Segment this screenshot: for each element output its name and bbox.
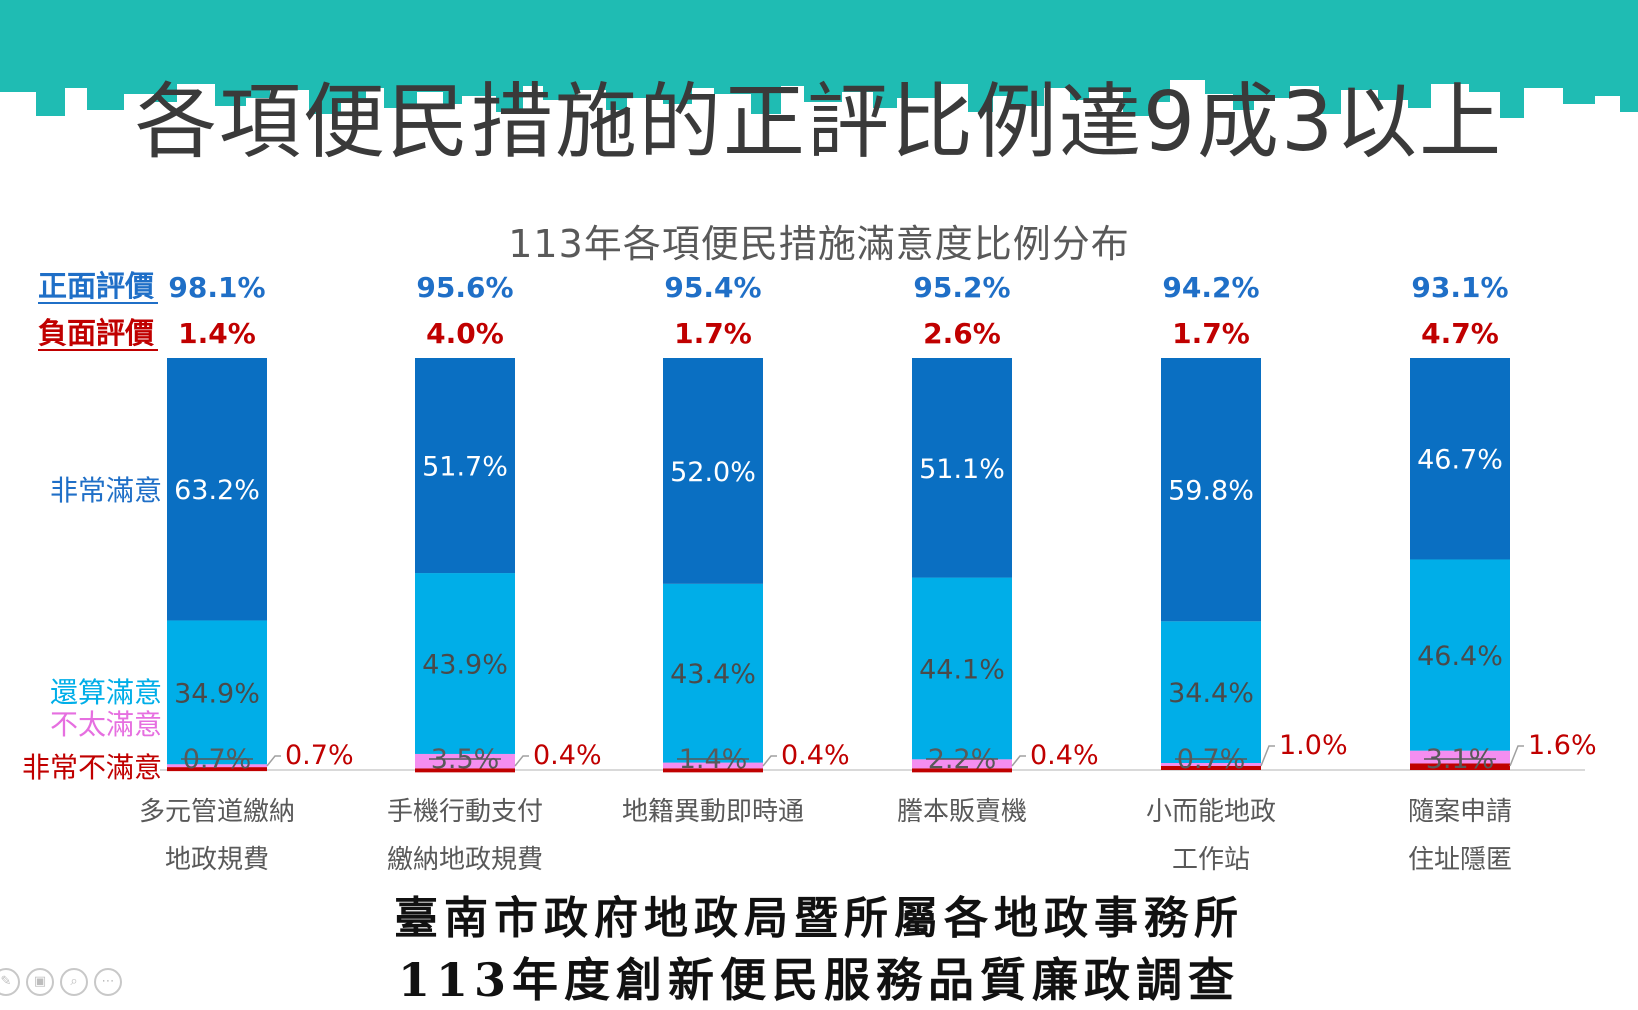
label-very-dissatisfied: 0.4% bbox=[781, 740, 850, 771]
bar-very_dissatisfied bbox=[1410, 763, 1510, 770]
bar-not_very_satisfied bbox=[1161, 762, 1261, 766]
legend-not_very_satisfied: 不太滿意 bbox=[50, 708, 162, 741]
category-label: 住址隱匿 bbox=[1408, 845, 1512, 875]
category-label: 小而能地政 bbox=[1146, 797, 1276, 827]
category-label: 地政規費 bbox=[165, 845, 269, 875]
pen-icon[interactable]: ✎ bbox=[0, 968, 20, 996]
label-very-satisfied: 52.0% bbox=[670, 457, 756, 488]
label-satisfied: 34.9% bbox=[174, 678, 260, 709]
city-skyline-banner bbox=[0, 0, 1638, 140]
bar-not_very_satisfied bbox=[912, 759, 1012, 769]
positive-total: 95.6% bbox=[416, 271, 513, 304]
label-very-satisfied: 51.7% bbox=[422, 452, 508, 483]
positive-total: 93.1% bbox=[1411, 271, 1508, 304]
positive-total: 94.2% bbox=[1162, 271, 1259, 304]
callout-line bbox=[1011, 755, 1026, 767]
label-very-satisfied: 63.2% bbox=[174, 475, 260, 506]
callout-line bbox=[514, 755, 529, 767]
bar-satisfied bbox=[415, 573, 515, 754]
bar-satisfied bbox=[912, 577, 1012, 760]
more-icon[interactable]: ⋯ bbox=[94, 968, 122, 996]
bar-not_very_satisfied bbox=[1410, 750, 1510, 764]
label-satisfied: 34.4% bbox=[1168, 678, 1254, 709]
bar-satisfied bbox=[1161, 621, 1261, 763]
callout-line bbox=[762, 755, 777, 767]
negative-total: 4.0% bbox=[426, 317, 504, 350]
label-satisfied: 43.9% bbox=[422, 649, 508, 680]
bar-very_satisfied bbox=[663, 358, 763, 584]
slide-toolbar[interactable]: ✎ ▣ ⌕ ⋯ bbox=[0, 968, 122, 996]
label-very-satisfied: 46.7% bbox=[1417, 445, 1503, 476]
label-very-satisfied: 59.8% bbox=[1168, 476, 1254, 507]
bar-very_satisfied bbox=[1161, 358, 1261, 622]
zoom-icon[interactable]: ⌕ bbox=[60, 968, 88, 996]
bar-not_very_satisfied bbox=[663, 762, 763, 769]
label-satisfied: 43.4% bbox=[670, 659, 756, 690]
negative-total: 1.7% bbox=[1172, 317, 1250, 350]
category-label: 謄本販賣機 bbox=[897, 797, 1027, 827]
label-satisfied: 46.4% bbox=[1417, 641, 1503, 672]
skyline-tower bbox=[1475, 0, 1483, 70]
negative-total: 1.7% bbox=[674, 317, 752, 350]
legend-very_dissatisfied: 非常不滿意 bbox=[22, 751, 162, 784]
positive-row-label: 正面評價 bbox=[38, 269, 155, 303]
bar-not_very_satisfied bbox=[167, 764, 267, 768]
negative-total: 1.4% bbox=[178, 317, 256, 350]
category-label: 繳納地政規費 bbox=[387, 845, 543, 875]
legend-satisfied: 還算滿意 bbox=[50, 676, 162, 709]
category-label: 多元管道繳納 bbox=[139, 797, 295, 827]
positive-total: 95.4% bbox=[664, 271, 761, 304]
bar-very_satisfied bbox=[415, 358, 515, 574]
slides-icon[interactable]: ▣ bbox=[26, 968, 54, 996]
bar-very_satisfied bbox=[912, 358, 1012, 578]
label-satisfied: 44.1% bbox=[919, 654, 1005, 685]
label-very-dissatisfied: 1.6% bbox=[1528, 730, 1597, 761]
label-very-dissatisfied: 1.0% bbox=[1279, 730, 1348, 761]
bar-very_dissatisfied bbox=[912, 768, 1012, 773]
label-very-dissatisfied: 0.4% bbox=[533, 740, 602, 771]
bar-very_dissatisfied bbox=[663, 768, 763, 773]
category-label: 地籍異動即時通 bbox=[622, 797, 804, 827]
negative-total: 4.7% bbox=[1421, 317, 1499, 350]
footer-org-name: 臺南市政府地政局暨所屬各地政事務所 bbox=[394, 893, 1244, 944]
category-label: 工作站 bbox=[1172, 845, 1250, 875]
bar-very_satisfied bbox=[1410, 358, 1510, 560]
label-very-dissatisfied: 0.7% bbox=[285, 740, 354, 771]
bar-satisfied bbox=[1410, 559, 1510, 751]
bar-satisfied bbox=[167, 620, 267, 765]
negative-row-label: 負面評價 bbox=[38, 316, 155, 350]
category-label: 隨案申請 bbox=[1408, 797, 1512, 827]
chart-title: 113年各項便民措施滿意度比例分布 bbox=[508, 222, 1130, 266]
bar-very_dissatisfied bbox=[167, 767, 267, 772]
page-title: 各項便民措施的正評比例達9成3以上 bbox=[134, 75, 1504, 170]
bar-not_very_satisfied bbox=[415, 753, 515, 769]
callout-line bbox=[1260, 745, 1275, 767]
bar-satisfied bbox=[663, 583, 763, 763]
bar-very_satisfied bbox=[167, 358, 267, 621]
skyline-sky-band bbox=[0, 0, 1638, 70]
callout-line bbox=[1509, 745, 1524, 767]
label-very-satisfied: 51.1% bbox=[919, 454, 1005, 485]
legend-very_satisfied: 非常滿意 bbox=[50, 474, 162, 507]
callout-line bbox=[266, 755, 281, 767]
positive-total: 95.2% bbox=[913, 271, 1010, 304]
skyline-tower bbox=[418, 5, 424, 65]
footer-survey-name: 113年度創新便民服務品質廉政調查 bbox=[397, 953, 1241, 1007]
positive-total: 98.1% bbox=[168, 271, 265, 304]
bar-very_dissatisfied bbox=[415, 768, 515, 773]
skyline-tower bbox=[143, 0, 153, 70]
negative-total: 2.6% bbox=[923, 317, 1001, 350]
category-label: 手機行動支付 bbox=[387, 797, 543, 827]
label-very-dissatisfied: 0.4% bbox=[1030, 740, 1099, 771]
bar-very_dissatisfied bbox=[1161, 765, 1261, 770]
